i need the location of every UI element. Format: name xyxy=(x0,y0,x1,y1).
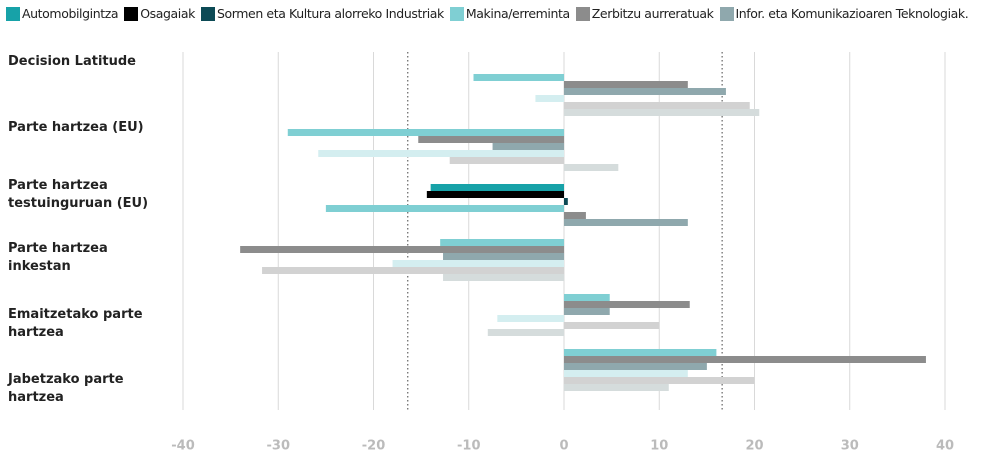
legend-label: Automobilgintza xyxy=(22,6,119,21)
legend-swatch xyxy=(6,6,20,21)
category-label: Emaitzetako parte hartzea xyxy=(8,307,143,340)
category-label: Parte hartzea testuinguruan (EU) xyxy=(8,178,149,211)
category-label: Parte hartzea (EU) xyxy=(8,120,144,135)
bar xyxy=(418,136,564,143)
legend-label: Zerbitzu aurreratuak xyxy=(591,6,714,21)
legend: Automobilgintza Osagaiak Sormen eta Kultur… xyxy=(6,6,969,21)
x-tick-label: -40 xyxy=(171,439,195,454)
bar xyxy=(564,363,707,370)
bar xyxy=(426,191,564,198)
bar xyxy=(449,157,564,164)
legend-item: Makina/erreminta xyxy=(449,6,570,21)
bar xyxy=(564,88,726,95)
bar xyxy=(564,322,660,329)
legend-swatch xyxy=(719,6,734,21)
bar xyxy=(564,384,669,391)
bar xyxy=(535,95,564,102)
bar xyxy=(492,143,564,150)
x-tick-label: 10 xyxy=(650,439,668,454)
bar xyxy=(564,164,619,171)
bar xyxy=(262,267,564,274)
bar xyxy=(240,246,564,253)
bar xyxy=(318,150,564,157)
bar xyxy=(564,301,690,308)
bar xyxy=(564,377,755,384)
bar xyxy=(443,253,564,260)
bar xyxy=(440,239,564,246)
bar xyxy=(564,198,568,205)
bar xyxy=(287,129,564,136)
x-tick-label: 0 xyxy=(559,439,568,454)
legend-item: Osagaiak xyxy=(124,6,195,21)
legend-swatch xyxy=(124,6,139,21)
bar xyxy=(443,274,564,281)
bar xyxy=(564,356,926,363)
bar xyxy=(473,74,564,81)
bar xyxy=(430,184,564,191)
bar xyxy=(487,329,564,336)
legend-label: Makina/erreminta xyxy=(465,6,570,21)
x-tick-label: -20 xyxy=(362,439,386,454)
category-label: Parte hartzea inkestan xyxy=(8,241,108,274)
legend-item: Sormen eta Kultura alorreko Industriak xyxy=(200,6,444,21)
x-tick-label: 20 xyxy=(745,439,763,454)
category-label: Jabetzako parte hartzea xyxy=(8,372,124,405)
legend-swatch xyxy=(449,6,464,21)
category-label: Decision Latitude xyxy=(8,54,136,69)
bar xyxy=(392,260,564,267)
legend-swatch xyxy=(200,6,215,21)
bar xyxy=(325,205,564,212)
bar xyxy=(564,308,610,315)
legend-item: Infor. eta Komunikazioaren Teknologiak. xyxy=(719,6,969,21)
legend-label: Osagaiak xyxy=(140,6,195,21)
x-tick-label: -30 xyxy=(267,439,291,454)
legend-item: Zerbitzu aurreratuak xyxy=(575,6,714,21)
legend-item: Automobilgintza xyxy=(6,6,119,21)
bar xyxy=(564,81,688,88)
bar xyxy=(564,212,586,219)
x-tick-label: 40 xyxy=(936,439,954,454)
legend-label: Infor. eta Komunikazioaren Teknologiak. xyxy=(735,6,969,21)
bar xyxy=(564,109,760,116)
legend-swatch xyxy=(575,6,590,21)
bar xyxy=(564,349,717,356)
bar xyxy=(497,315,564,322)
bar xyxy=(564,294,610,301)
bar xyxy=(564,219,688,226)
x-tick-label: -10 xyxy=(457,439,481,454)
bar xyxy=(564,102,750,109)
x-tick-label: 30 xyxy=(841,439,859,454)
legend-label: Sormen eta Kultura alorreko Industriak xyxy=(216,6,444,21)
bar xyxy=(564,370,688,377)
